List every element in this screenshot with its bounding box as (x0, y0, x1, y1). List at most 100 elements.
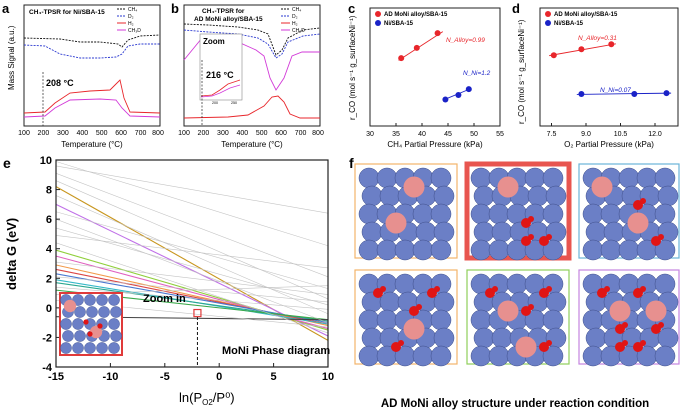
legend-marker-ni (545, 20, 551, 26)
ni-atom (470, 203, 492, 225)
x-tick: 500 (96, 130, 108, 137)
x-tick: 600 (275, 130, 287, 137)
structure-caption: AD MoNi alloy structure under reaction c… (381, 398, 649, 410)
data-point (578, 90, 585, 97)
structures (354, 161, 680, 367)
ni-atom (412, 345, 434, 367)
zoom-point-box (193, 308, 202, 318)
curve-h2 (23, 79, 161, 114)
inset-tick: 250 (231, 101, 237, 105)
legend-label-ch3d: CH₃D (292, 28, 305, 34)
y-tick-label: 0 (46, 303, 52, 315)
x-tick-label: 10.5 (614, 131, 628, 138)
structure-tile-2 (464, 161, 572, 261)
panel-f: f AD MoNi alloy structure under reaction… (345, 150, 685, 414)
reaction-order-alloy: N_Alloy=0.31 (578, 35, 617, 42)
x-tick-label: -5 (160, 371, 170, 383)
ni-atom (470, 309, 492, 331)
energy-line-grey (56, 195, 328, 315)
ni-atom (110, 306, 122, 318)
energy-line-grey (56, 235, 328, 269)
plot-frame (369, 7, 501, 127)
energy-line-grey (56, 242, 328, 334)
legend-label-ni: Ni/SBA-15 (384, 21, 414, 27)
ni-atom (60, 318, 72, 330)
mo-atom (591, 176, 613, 198)
ni-atom (542, 309, 564, 331)
zoom-inset: 200 250 (199, 33, 243, 105)
curve-ch4 (23, 34, 161, 48)
y-axis-ticks: -4 -2 0 2 4 6 8 10 (40, 155, 60, 374)
energy-line-grey (56, 161, 328, 247)
ni-atom (542, 167, 564, 189)
ni-atom (473, 185, 495, 207)
ni-atom (394, 273, 416, 295)
energy-line-grey (56, 276, 328, 303)
x-tick: 800 (312, 130, 324, 137)
structure-tile-4 (354, 269, 458, 367)
energy-line-grey (56, 165, 328, 214)
reaction-order-ni: N_Ni=1.2 (463, 70, 491, 77)
ni-atom (473, 327, 495, 349)
ni-atom (72, 318, 84, 330)
x-axis-ticks: 100 200 300 400 500 600 700 800 (18, 130, 164, 137)
x-tick-label: 45 (444, 131, 452, 138)
x-axis-ticks: 100 200 300 400 500 600 700 800 (178, 130, 324, 137)
ni-atom (654, 203, 676, 225)
ni-atom (358, 203, 380, 225)
energy-line-grey (56, 173, 328, 278)
ni-atom (412, 239, 434, 261)
ni-atom (542, 239, 564, 261)
ni-atom (62, 330, 74, 342)
ni-atom (415, 221, 437, 243)
ni-atom (491, 221, 513, 243)
data-point (465, 86, 472, 93)
x-axis-ticks: -15 -10 -5 0 5 10 (48, 363, 334, 383)
ni-atom (603, 221, 625, 243)
legend-label-ch4: CH₄ (128, 7, 137, 13)
ni-atom (585, 221, 607, 243)
y-tick-label: 10 (40, 155, 52, 167)
ni-atom (430, 203, 452, 225)
energy-line-grey (56, 180, 328, 300)
legend: AD MoNi alloy/SBA-15 Ni/SBA-15 (375, 11, 448, 27)
data-point (398, 55, 405, 62)
ni-atom (470, 239, 492, 261)
y-tick-label: 4 (46, 244, 53, 256)
ni-atom (430, 239, 452, 261)
ni-atom (654, 239, 676, 261)
ni-atom (96, 342, 108, 354)
data-point (434, 30, 441, 37)
plot-frame (183, 4, 321, 127)
reaction-order-alloy: N_Alloy=0.99 (446, 37, 485, 44)
x-axis-label: Temperature (°C) (61, 140, 123, 149)
ni-atom (585, 327, 607, 349)
x-tick-label: 12.0 (648, 131, 662, 138)
curve-ch4 (183, 23, 321, 56)
ni-atom (376, 239, 398, 261)
legend: AD MoNi alloy/SBA-15 Ni/SBA-15 (545, 11, 618, 27)
ni-atom (376, 309, 398, 331)
panel-letter: f (349, 155, 354, 171)
plot-title: CH₄-TPSR for Ni/SBA-15 (29, 9, 105, 16)
x-tick: 700 (135, 130, 147, 137)
mo-atom (645, 300, 667, 322)
structure-grid: f AD MoNi alloy structure under reaction… (349, 155, 680, 410)
x-tick-label: 5 (271, 371, 277, 383)
x-tick: 600 (115, 130, 127, 137)
oxygen-atom (658, 322, 664, 328)
structure-tile-3 (578, 163, 680, 261)
structure-tile-5 (466, 269, 570, 367)
data-point (608, 41, 615, 48)
oxygen-atom (528, 304, 534, 310)
x-tick-label: 40 (418, 131, 426, 138)
oxygen-atom (434, 286, 440, 292)
oxygen-atom (528, 216, 534, 222)
ni-atom (358, 309, 380, 331)
oxygen-atom (546, 340, 552, 346)
panel-a: a CH₄-TPSR for Ni/SBA-15 Mass Signal (a.… (2, 1, 164, 149)
data-point (578, 46, 585, 53)
mo-atom (497, 300, 519, 322)
energy-line-grey (56, 261, 328, 295)
y-tick-label: 6 (46, 214, 52, 226)
